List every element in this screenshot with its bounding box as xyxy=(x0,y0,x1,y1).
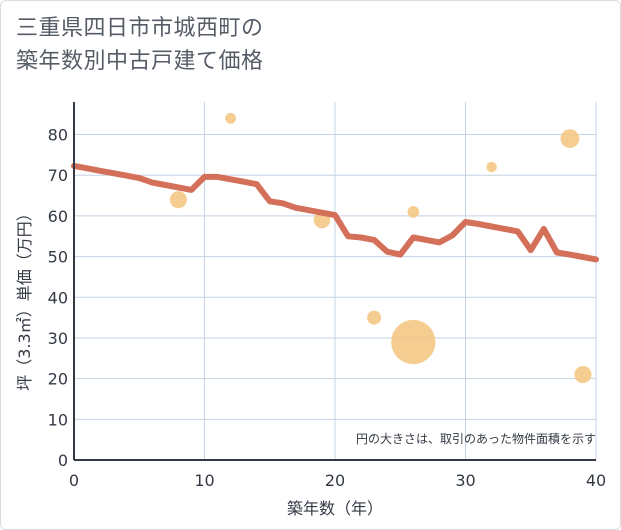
x-tick-label-20: 20 xyxy=(325,471,345,490)
size-legend-note: 円の大きさは、取引のあった物件面積を示す xyxy=(356,431,596,446)
y-tick-label-20: 20 xyxy=(48,370,68,389)
y-axis-label: 坪（3.3㎡）単価（万円） xyxy=(15,205,34,390)
y-tick-label-70: 70 xyxy=(48,166,68,185)
x-tick-label-0: 0 xyxy=(69,471,79,490)
x-tick-label-10: 10 xyxy=(194,471,214,490)
bubble-5 xyxy=(391,319,436,365)
y-tick-label-60: 60 xyxy=(48,207,68,226)
y-tick-label-0: 0 xyxy=(58,451,68,470)
bubble-8 xyxy=(574,365,592,384)
chart-title: 三重県四日市市城西町の 築年数別中古戸建て価格 xyxy=(16,12,264,78)
x-axis-label: 築年数（年） xyxy=(287,499,383,518)
bubble-7 xyxy=(560,129,580,149)
grid-lines xyxy=(74,102,597,460)
y-tick-label-40: 40 xyxy=(48,288,68,307)
y-tick-label-30: 30 xyxy=(48,329,68,348)
bubble-series xyxy=(169,112,592,384)
y-tick-label-50: 50 xyxy=(48,248,68,267)
x-tick-label-30: 30 xyxy=(455,471,475,490)
x-tick-label-40: 40 xyxy=(586,471,606,490)
y-tick-label-10: 10 xyxy=(48,410,68,429)
bubble-1 xyxy=(225,112,237,124)
axes xyxy=(73,102,596,461)
chart-title-line-1: 三重県四日市市城西町の xyxy=(16,16,264,41)
trend-line xyxy=(71,162,599,263)
y-tick-label-80: 80 xyxy=(48,126,68,145)
bubble-6 xyxy=(486,161,497,173)
bubble-4 xyxy=(407,205,420,218)
chart-title-line-2: 築年数別中古戸建て価格 xyxy=(16,49,264,74)
x-axis-ticks: 0 10 20 30 40 xyxy=(69,471,606,490)
bubble-3 xyxy=(367,310,382,325)
bubble-0 xyxy=(169,191,187,209)
y-axis-ticks: 0 10 20 30 40 50 60 70 80 xyxy=(48,126,68,470)
